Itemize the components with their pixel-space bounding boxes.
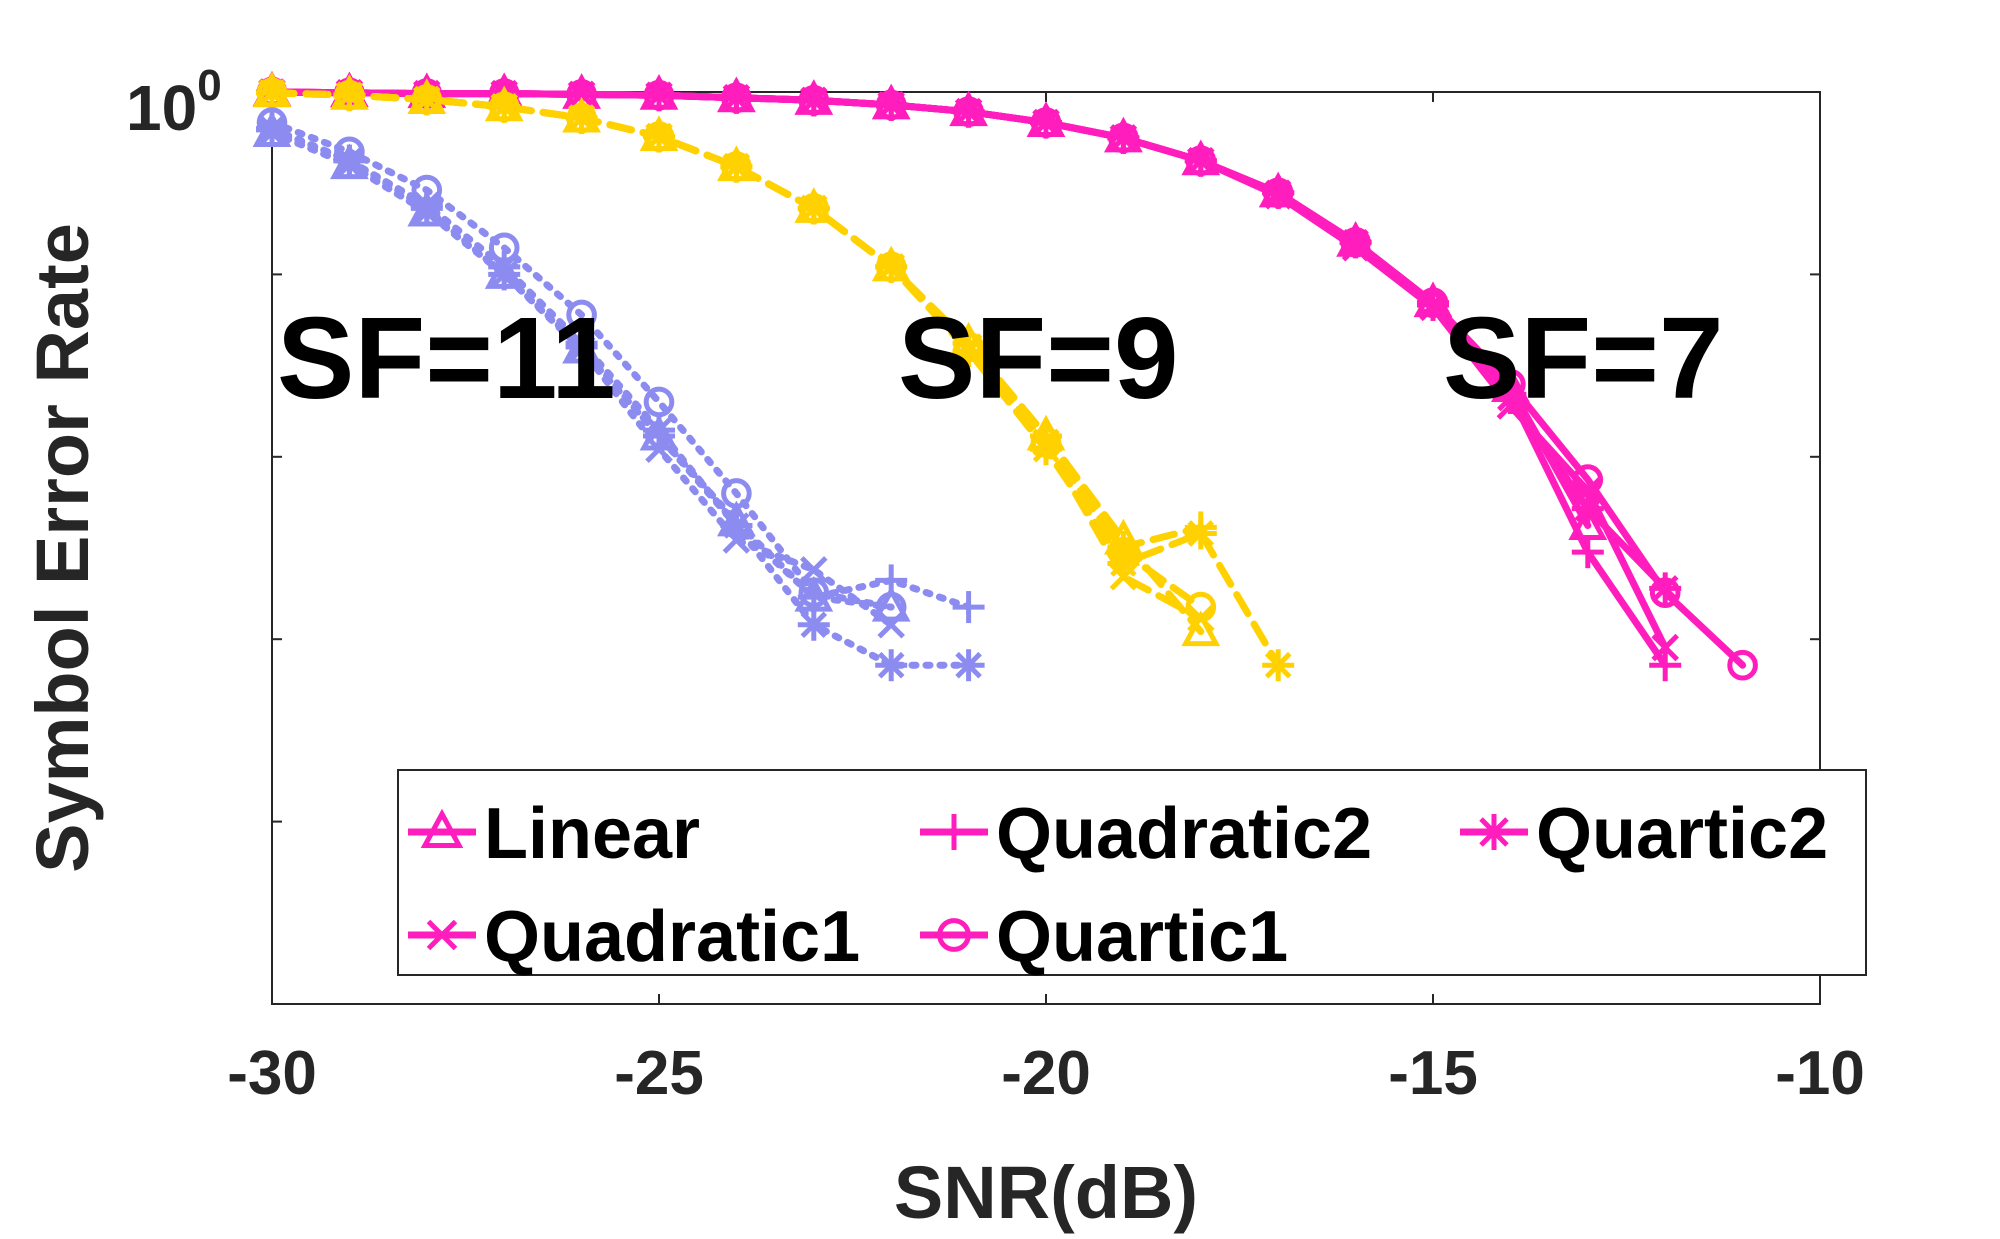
data-point <box>1572 464 1604 495</box>
data-point <box>721 82 752 114</box>
data-point <box>721 151 752 182</box>
series-line <box>268 125 973 669</box>
series-line <box>268 89 1205 611</box>
data-point <box>490 260 518 289</box>
data-point <box>1030 107 1062 138</box>
data-point <box>334 79 365 111</box>
data-point <box>875 89 907 121</box>
data-point <box>1184 517 1217 550</box>
data-point <box>797 608 830 641</box>
data-point <box>1649 649 1682 682</box>
y-tick-label-top: 100 <box>126 61 222 144</box>
legend-marker <box>420 808 464 848</box>
data-point <box>334 136 365 168</box>
data-point <box>1571 536 1604 569</box>
legend-box <box>397 769 1867 976</box>
data-point <box>565 327 598 360</box>
data-point <box>721 478 752 509</box>
data-point <box>1340 226 1371 258</box>
data-point <box>643 386 675 418</box>
data-point <box>256 77 288 109</box>
data-point <box>1651 633 1679 662</box>
data-point <box>952 649 985 682</box>
data-point <box>411 84 443 115</box>
data-point <box>645 435 673 464</box>
data-point <box>953 96 984 127</box>
x-tick-label: -10 <box>1775 1039 1865 1108</box>
x-tick-label: -25 <box>614 1039 704 1108</box>
y-tick-label-base: 10 <box>126 72 197 144</box>
legend: Linear Quadratic2 Quartic2 Quadratic1 Quarti… <box>397 769 1867 977</box>
series-layer <box>252 70 1758 682</box>
data-point <box>1109 562 1138 591</box>
annotation-sf-9: SF=9 <box>898 293 1178 423</box>
data-point <box>798 85 830 116</box>
series-group-sf-7 <box>252 70 1758 682</box>
x-axis-title: SNR(dB) <box>894 1151 1198 1234</box>
legend-marker <box>1476 814 1512 850</box>
y-tick-label-exponent: 0 <box>197 61 221 110</box>
data-point <box>875 564 908 597</box>
data-point <box>875 591 907 623</box>
data-point <box>722 526 751 554</box>
legend-item-quartic1: Quartic1 <box>920 897 1288 977</box>
data-point <box>566 299 597 331</box>
data-point <box>256 107 288 138</box>
series-line <box>268 119 895 611</box>
data-point <box>1108 536 1139 568</box>
data-point <box>1185 145 1217 177</box>
data-point <box>643 121 675 152</box>
series-quartic1 <box>256 107 907 623</box>
legend-label: Quadratic1 <box>484 897 860 977</box>
annotation-sf-7: SF=7 <box>1443 293 1723 423</box>
legend-item-quartic2: Quartic2 <box>1460 794 1828 874</box>
data-point <box>1108 122 1139 154</box>
series-group-sf-9 <box>252 71 1295 682</box>
legend-item-quadratic1: Quadratic1 <box>408 897 860 977</box>
legend-marker <box>426 919 458 951</box>
legend-label: Linear <box>484 794 700 874</box>
data-point <box>1262 649 1295 682</box>
data-point <box>643 79 675 111</box>
y-axis-title: Symbol Error Rate <box>21 223 104 873</box>
data-point <box>413 198 441 226</box>
data-point <box>952 591 985 624</box>
data-point <box>875 251 907 283</box>
data-point <box>411 174 443 206</box>
legend-label: Quartic2 <box>1536 794 1828 874</box>
data-point <box>798 577 830 608</box>
legend-marker <box>937 918 971 952</box>
axis-ticks: -30 -25 -20 -15 -10 <box>227 91 1865 1108</box>
x-tick-label: -15 <box>1388 1039 1478 1108</box>
data-point <box>1030 427 1062 458</box>
series-group-sf-11 <box>252 107 985 682</box>
data-point <box>953 331 984 363</box>
data-point <box>1181 610 1221 647</box>
data-point <box>258 118 286 147</box>
data-point <box>1495 368 1526 400</box>
data-point <box>488 91 520 123</box>
data-point <box>1185 591 1217 623</box>
data-point <box>566 102 597 134</box>
data-point <box>488 232 520 264</box>
annotations: SF=11 SF=9 SF=7 <box>277 293 1723 423</box>
data-point <box>1727 649 1758 681</box>
data-point <box>1649 577 1681 608</box>
data-point <box>1417 287 1449 318</box>
legend-item-quadratic2: Quadratic2 <box>920 794 1372 874</box>
data-point <box>1262 177 1294 209</box>
annotation-sf-11: SF=11 <box>277 293 616 423</box>
legend-item-linear: Linear <box>408 794 700 874</box>
data-point <box>567 335 596 363</box>
legend-label: Quartic1 <box>996 897 1288 977</box>
legend-marker <box>936 814 972 850</box>
legend-label: Quadratic2 <box>996 794 1372 874</box>
x-tick-label: -30 <box>227 1039 317 1108</box>
x-tick-label: -20 <box>1001 1039 1091 1108</box>
series-quartic1 <box>256 77 1217 623</box>
data-point <box>798 193 830 224</box>
data-point <box>875 649 908 682</box>
